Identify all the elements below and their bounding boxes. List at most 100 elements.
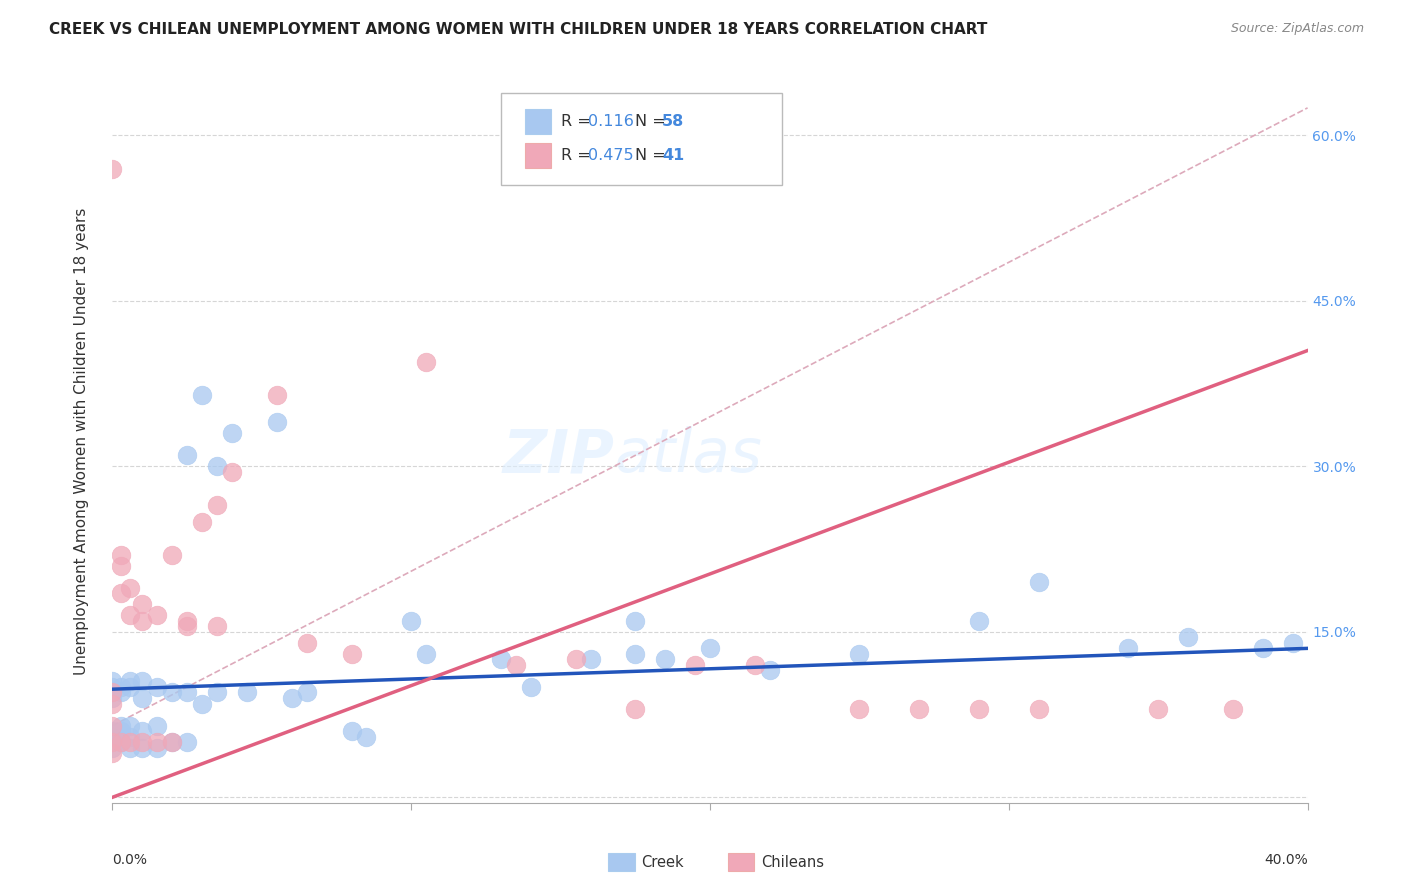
Point [1177,631,1199,645]
Point [221,426,243,441]
Point [401,614,423,628]
Point [205,459,228,474]
Point [110,735,132,749]
Point [162,735,183,749]
Point [120,740,142,755]
Point [967,702,990,716]
Point [176,735,198,749]
Point [101,735,124,749]
Point [101,730,124,744]
Point [101,718,124,732]
Point [848,702,870,716]
Point [624,614,647,628]
Text: 58: 58 [662,114,685,129]
Point [101,161,124,176]
Point [101,724,124,739]
Point [1251,641,1274,656]
Point [564,652,586,666]
Point [110,685,132,699]
Point [131,691,153,706]
Point [110,558,132,573]
Text: ZIP: ZIP [502,426,614,485]
Point [579,652,602,666]
Point [110,586,132,600]
Point [110,548,132,562]
Point [101,685,124,699]
Point [120,680,142,694]
Point [1028,702,1050,716]
Point [131,614,153,628]
Point [120,718,142,732]
Point [236,685,259,699]
Text: CREEK VS CHILEAN UNEMPLOYMENT AMONG WOMEN WITH CHILDREN UNDER 18 YEARS CORRELATI: CREEK VS CHILEAN UNEMPLOYMENT AMONG WOME… [49,22,987,37]
Text: Source: ZipAtlas.com: Source: ZipAtlas.com [1230,22,1364,36]
Point [520,680,543,694]
Point [101,674,124,689]
Point [356,730,378,744]
Point [266,415,288,429]
Text: R =: R = [561,114,596,129]
Point [146,718,169,732]
Point [131,724,153,739]
Point [624,702,647,716]
Point [1281,636,1303,650]
Point [146,680,169,694]
Point [967,614,990,628]
Point [101,735,124,749]
Point [146,735,169,749]
Point [281,691,304,706]
Text: atlas: atlas [614,426,762,485]
Point [110,680,132,694]
Text: N =: N = [634,148,671,163]
Point [191,387,214,401]
Point [131,740,153,755]
Text: Chileans: Chileans [762,855,824,871]
Point [848,647,870,661]
Y-axis label: Unemployment Among Women with Children Under 18 years: Unemployment Among Women with Children U… [75,208,89,675]
Point [221,465,243,479]
Point [759,664,782,678]
Point [131,674,153,689]
Point [101,740,124,755]
Point [340,724,363,739]
Point [146,608,169,623]
Point [110,718,132,732]
Point [340,647,363,661]
Text: Creek: Creek [641,855,683,871]
Point [101,685,124,699]
Point [205,498,228,512]
Point [176,685,198,699]
Text: 40.0%: 40.0% [1264,854,1308,867]
Point [131,597,153,611]
Bar [524,143,551,169]
Text: 0.0%: 0.0% [112,854,148,867]
Text: R =: R = [561,148,596,163]
Point [110,724,132,739]
Point [295,685,318,699]
Point [120,674,142,689]
Point [131,735,153,749]
Point [489,652,512,666]
Point [176,619,198,633]
Point [120,608,142,623]
Point [699,641,721,656]
Point [101,680,124,694]
Point [110,735,132,749]
Text: 41: 41 [662,148,685,163]
Point [176,448,198,462]
Text: 0.116: 0.116 [588,114,634,129]
Point [908,702,931,716]
Point [415,354,437,368]
Point [120,581,142,595]
Point [101,691,124,706]
Point [683,657,706,672]
Point [162,685,183,699]
Point [205,619,228,633]
Point [266,387,288,401]
Point [101,697,124,711]
Point [146,740,169,755]
Point [120,730,142,744]
Bar [728,854,754,871]
Bar [609,854,634,871]
Point [191,697,214,711]
